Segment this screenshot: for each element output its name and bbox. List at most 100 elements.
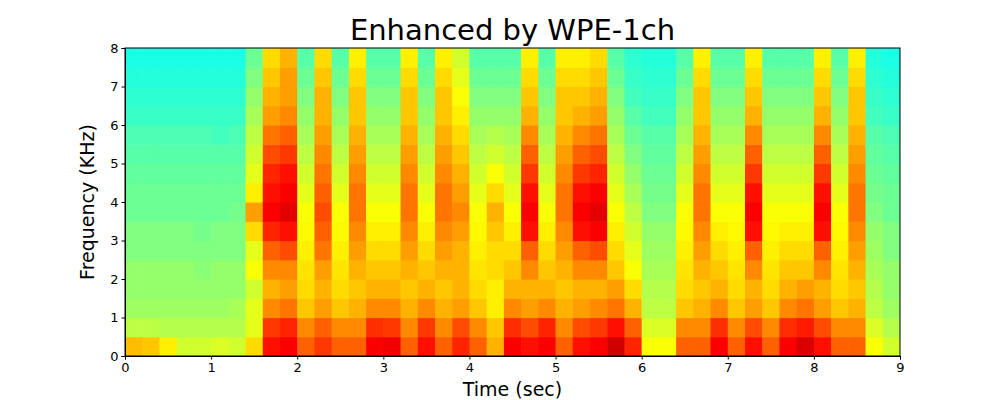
cell (401, 221, 419, 241)
cell (521, 241, 539, 261)
cell (728, 125, 746, 145)
cell (624, 221, 642, 241)
cell (590, 125, 608, 145)
tick: 6 (110, 118, 125, 133)
cell (624, 164, 642, 184)
cell (332, 144, 350, 164)
cell (659, 279, 677, 299)
cell (314, 279, 332, 299)
cell (280, 260, 298, 280)
cell (314, 202, 332, 222)
cell (590, 298, 608, 318)
cell (676, 164, 694, 184)
cell (383, 337, 401, 356)
cell (866, 164, 884, 184)
cell (538, 48, 556, 68)
cell (779, 67, 797, 87)
cell (504, 202, 522, 222)
cell (538, 241, 556, 261)
cell (883, 202, 900, 222)
cell (211, 164, 229, 184)
tick-label: 5 (552, 360, 560, 375)
cell (401, 125, 419, 145)
cell (538, 87, 556, 107)
cell (366, 67, 384, 87)
cell (762, 337, 780, 356)
cell (521, 279, 539, 299)
cell (228, 337, 246, 356)
cell (142, 202, 160, 222)
cell (366, 183, 384, 203)
cell (280, 298, 298, 318)
cell (797, 279, 815, 299)
cell (504, 221, 522, 241)
cell (332, 67, 350, 87)
cell (831, 318, 849, 338)
cell (383, 87, 401, 107)
cell (452, 318, 470, 338)
cell (332, 164, 350, 184)
cell (435, 183, 453, 203)
cell (866, 144, 884, 164)
cell (228, 183, 246, 203)
cell (435, 260, 453, 280)
cell (728, 298, 746, 318)
cell (538, 144, 556, 164)
cell (452, 144, 470, 164)
cell (435, 221, 453, 241)
cell (487, 260, 505, 280)
tick-mark (122, 241, 126, 242)
cell (779, 106, 797, 126)
cell (383, 318, 401, 338)
tick-mark (122, 48, 126, 49)
cell (676, 221, 694, 241)
cell (848, 87, 866, 107)
cell (280, 125, 298, 145)
cell (642, 164, 660, 184)
cell (211, 298, 229, 318)
cell (418, 125, 436, 145)
cell (883, 106, 900, 126)
cell (211, 279, 229, 299)
cell (866, 87, 884, 107)
cell (728, 67, 746, 87)
cell (883, 260, 900, 280)
cell (211, 221, 229, 241)
cell (728, 279, 746, 299)
cell (246, 106, 264, 126)
tick: 7 (110, 79, 125, 94)
cell (848, 260, 866, 280)
cell (607, 87, 625, 107)
y-axis: 012345678 (110, 41, 125, 364)
cell (883, 318, 900, 338)
cell (556, 87, 574, 107)
cell (693, 279, 711, 299)
cell (211, 337, 229, 356)
cell (728, 241, 746, 261)
tick-label: 9 (896, 360, 904, 375)
cell (263, 202, 281, 222)
cell (469, 67, 487, 87)
cell (383, 221, 401, 241)
cell (487, 337, 505, 356)
cell (435, 125, 453, 145)
cell (659, 337, 677, 356)
cell (624, 279, 642, 299)
cell (573, 318, 591, 338)
cell (159, 144, 177, 164)
cell (211, 87, 229, 107)
cell (194, 106, 212, 126)
cell (263, 87, 281, 107)
cell (125, 202, 143, 222)
cell (521, 125, 539, 145)
tick: 5 (552, 356, 560, 375)
cell (177, 260, 195, 280)
cell (469, 125, 487, 145)
cell (452, 106, 470, 126)
cell (314, 337, 332, 356)
cell (745, 318, 763, 338)
cell (642, 221, 660, 241)
cell (711, 183, 729, 203)
tick: 7 (724, 356, 732, 375)
cell (314, 144, 332, 164)
